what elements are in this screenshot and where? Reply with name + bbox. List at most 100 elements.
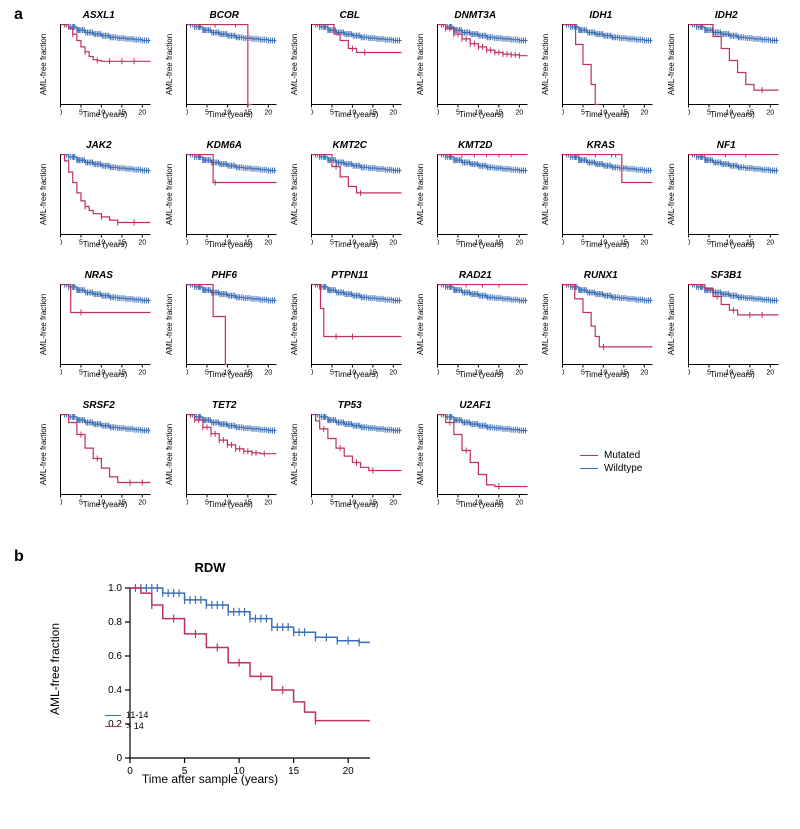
y-axis-label: AML-free fraction [666,284,678,364]
plot-title: KMT2C [291,140,409,151]
legend-label: Mutated [604,450,640,461]
small-multiples-grid: ASXL1AML-free fractionTime (years)051015… [40,10,785,520]
svg-text:0: 0 [60,500,63,507]
km-plot-tet2: TET2AML-free fractionTime (years)0510152… [166,400,284,520]
legend-label: Wildtype [604,463,642,474]
svg-text:20: 20 [264,110,272,117]
plot-title: KMT2D [417,140,535,151]
plot-title: NRAS [40,270,158,281]
plot-title: PTPN11 [291,270,409,281]
plot-title: BCOR [166,10,284,21]
svg-text:5: 5 [581,110,585,117]
km-plot-kras: KRASAML-free fractionTime (years)0510152… [542,140,660,260]
svg-text:0: 0 [437,370,440,377]
y-axis-label: AML-free fraction [415,154,427,234]
svg-text:5: 5 [456,370,460,377]
y-axis-label: AML-free fraction [38,154,50,234]
svg-text:20: 20 [640,240,648,247]
svg-text:5: 5 [330,110,334,117]
km-plot-u2af1: U2AF1AML-free fractionTime (years)051015… [417,400,535,520]
panel-b-plot: 0510152000.20.40.60.81.0 [90,578,390,788]
y-axis-label: AML-free fraction [415,24,427,104]
plot-title: SF3B1 [668,270,786,281]
svg-text:0: 0 [562,370,565,377]
km-plot-cbl: CBLAML-free fractionTime (years)05101520… [291,10,409,130]
svg-text:15: 15 [494,500,502,507]
svg-text:20: 20 [389,110,397,117]
y-axis-label: AML-free fraction [38,24,50,104]
svg-text:10: 10 [98,500,106,507]
svg-text:0: 0 [127,766,133,777]
svg-text:15: 15 [620,370,628,377]
legend-label: 11-14 [126,710,148,720]
svg-text:5: 5 [707,240,711,247]
svg-text:0: 0 [311,110,314,117]
svg-text:20: 20 [138,110,146,117]
svg-text:15: 15 [620,110,628,117]
svg-text:15: 15 [369,240,377,247]
svg-text:10: 10 [349,370,357,377]
y-axis-label: AML-free fraction [540,284,552,364]
panel-b-title: RDW [90,560,330,575]
svg-text:15: 15 [494,370,502,377]
svg-text:5: 5 [79,240,83,247]
legend-item: Mutated [580,450,642,461]
y-axis-label: AML-free fraction [38,414,50,494]
svg-text:20: 20 [766,110,774,117]
y-axis-label: AML-free fraction [164,284,176,364]
svg-text:10: 10 [98,370,106,377]
svg-text:5: 5 [205,110,209,117]
km-plot-sf3b1: SF3B1AML-free fractionTime (years)051015… [668,270,786,390]
svg-text:20: 20 [389,240,397,247]
svg-text:5: 5 [79,370,83,377]
y-axis-label: AML-free fraction [415,284,427,364]
svg-text:0.4: 0.4 [108,685,122,696]
svg-text:20: 20 [766,240,774,247]
svg-text:0: 0 [60,110,63,117]
panel-b-legend: 11-14> 14 [105,710,148,732]
svg-text:20: 20 [264,240,272,247]
legend-item: Wildtype [580,463,642,474]
svg-text:15: 15 [288,766,300,777]
km-plot-tp53: TP53AML-free fractionTime (years)0510152… [291,400,409,520]
svg-text:10: 10 [349,240,357,247]
svg-text:10: 10 [474,240,482,247]
km-plot-bcor: BCORAML-free fractionTime (years)0510152… [166,10,284,130]
svg-text:20: 20 [389,370,397,377]
plot-title: JAK2 [40,140,158,151]
legend-swatch [580,468,598,469]
svg-text:0: 0 [186,110,189,117]
svg-text:15: 15 [745,240,753,247]
svg-text:10: 10 [474,500,482,507]
svg-text:20: 20 [138,240,146,247]
page: a ASXL1AML-free fractionTime (years)0510… [0,0,800,829]
svg-text:5: 5 [456,500,460,507]
svg-text:10: 10 [98,240,106,247]
y-axis-label: AML-free fraction [38,284,50,364]
km-plot-idh1: IDH1AML-free fractionTime (years)0510152… [542,10,660,130]
svg-text:0: 0 [437,240,440,247]
svg-text:5: 5 [456,110,460,117]
panel-b-label: b [14,548,24,566]
svg-text:15: 15 [243,500,251,507]
svg-text:5: 5 [456,240,460,247]
svg-text:10: 10 [349,110,357,117]
plot-title: IDH2 [668,10,786,21]
legend-label: > 14 [126,721,144,731]
plot-title: ASXL1 [40,10,158,21]
y-axis-label: AML-free fraction [289,284,301,364]
svg-text:10: 10 [474,110,482,117]
svg-text:20: 20 [264,370,272,377]
svg-text:10: 10 [725,240,733,247]
svg-text:15: 15 [243,110,251,117]
svg-text:15: 15 [494,110,502,117]
svg-text:5: 5 [707,110,711,117]
svg-text:20: 20 [515,240,523,247]
svg-text:15: 15 [118,500,126,507]
svg-text:10: 10 [223,500,231,507]
km-plot-nras: NRASAML-free fractionTime (years)0510152… [40,270,158,390]
y-axis-label: AML-free fraction [48,623,62,715]
svg-text:0: 0 [688,370,691,377]
legend-item: 11-14 [105,710,148,720]
svg-text:20: 20 [515,500,523,507]
